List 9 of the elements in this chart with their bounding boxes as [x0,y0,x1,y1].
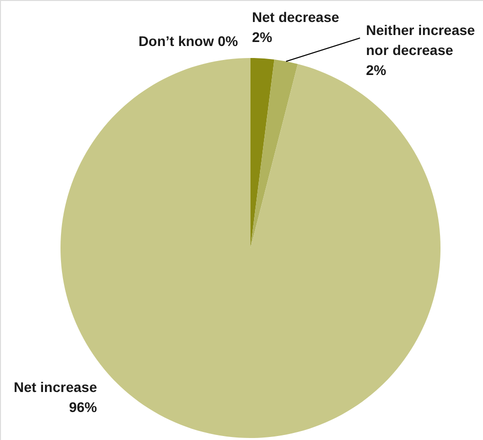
slice-label: Net increase [14,379,98,395]
pie-slice [250,58,274,248]
pie-slice [250,60,298,248]
data-label: 96% [68,399,98,415]
slice-label: Net decrease [252,9,340,25]
category-label: Don’t know 0% [138,33,238,49]
data-label: 2% [252,29,273,45]
slice-label: Neither increase nor decrease [366,22,476,58]
data-label: 2% [366,62,387,78]
